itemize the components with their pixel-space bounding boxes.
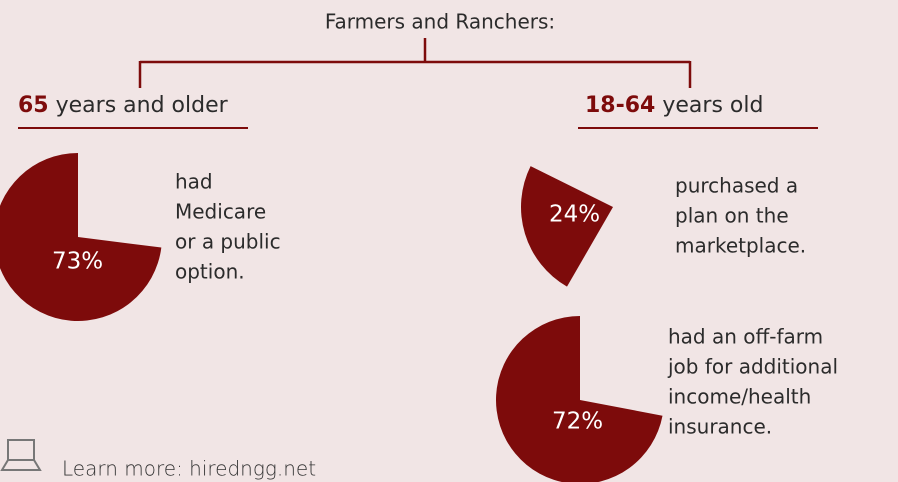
heading-rest: years and older bbox=[49, 93, 229, 118]
heading-rest: years old bbox=[655, 93, 763, 118]
description-line: Medicare bbox=[175, 200, 266, 224]
title: Farmers and Ranchers: bbox=[325, 10, 555, 34]
description-line: insurance. bbox=[668, 415, 772, 439]
infographic: Farmers and Ranchers: 65 years and older… bbox=[0, 0, 898, 482]
description-line: or a public bbox=[175, 230, 281, 254]
group-heading: 18-64 years old bbox=[585, 93, 763, 118]
description-line: purchased a bbox=[675, 174, 798, 198]
page: Farmers and Ranchers: 65 years and older… bbox=[0, 0, 898, 482]
heading-highlight: 18-64 bbox=[585, 93, 655, 118]
description-line: income/health bbox=[668, 385, 811, 409]
heading-highlight: 65 bbox=[18, 93, 49, 118]
description-line: had an off-farm bbox=[668, 325, 823, 349]
description-line: plan on the bbox=[675, 204, 789, 228]
pie-label: 73% bbox=[52, 249, 103, 275]
group-heading: 65 years and older bbox=[18, 93, 229, 118]
pie-label: 72% bbox=[552, 409, 603, 435]
pie-label: 24% bbox=[549, 202, 600, 228]
description-line: marketplace. bbox=[675, 234, 806, 258]
description-line: had bbox=[175, 170, 213, 194]
description-line: job for additional bbox=[667, 355, 838, 379]
footer: Learn more: hiredngg.net bbox=[62, 457, 316, 481]
description-line: option. bbox=[175, 260, 245, 284]
